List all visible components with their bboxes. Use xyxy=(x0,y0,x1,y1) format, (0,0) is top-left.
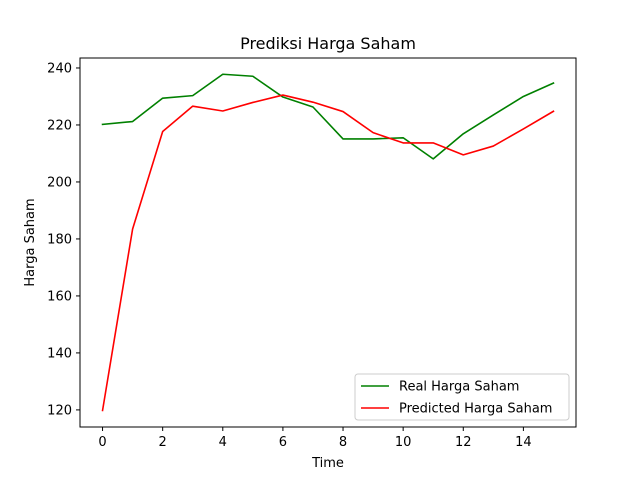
y-tick-label: 140 xyxy=(47,346,72,361)
y-tick-label: 220 xyxy=(47,118,72,133)
plot-area xyxy=(80,58,576,427)
legend: Real Harga Saham Predicted Harga Saham xyxy=(354,373,570,421)
y-axis-label: Harga Saham xyxy=(23,198,38,286)
x-tick-label: 14 xyxy=(515,435,532,450)
y-tick-label: 240 xyxy=(47,61,72,76)
x-tick-label: 10 xyxy=(395,435,412,450)
y-tick-label: 160 xyxy=(47,289,72,304)
chart-title: Prediksi Harga Saham xyxy=(240,34,416,53)
x-tick-label: 8 xyxy=(339,435,347,450)
x-tick-label: 4 xyxy=(219,435,227,450)
x-axis-ticks: 0 2 4 6 8 10 12 14 xyxy=(98,427,532,450)
legend-label: Predicted Harga Saham xyxy=(399,402,552,417)
axes-spines xyxy=(79,57,577,428)
y-tick-label: 200 xyxy=(47,175,72,190)
x-tick-label: 0 xyxy=(98,435,106,450)
series-layer xyxy=(101,73,555,412)
x-tick-label: 12 xyxy=(455,435,472,450)
series-line-real xyxy=(101,73,555,160)
x-tick-label: 2 xyxy=(159,435,167,450)
y-tick-label: 120 xyxy=(47,403,72,418)
y-tick-label: 180 xyxy=(47,232,72,247)
axes-frame xyxy=(79,57,577,428)
legend-label: Real Harga Saham xyxy=(399,380,519,395)
y-axis-ticks: 120 140 160 180 200 220 240 xyxy=(47,61,80,418)
legend-box xyxy=(354,373,570,421)
x-axis-label: Time xyxy=(311,456,344,471)
x-tick-label: 6 xyxy=(279,435,287,450)
series-line-predicted xyxy=(101,94,555,412)
